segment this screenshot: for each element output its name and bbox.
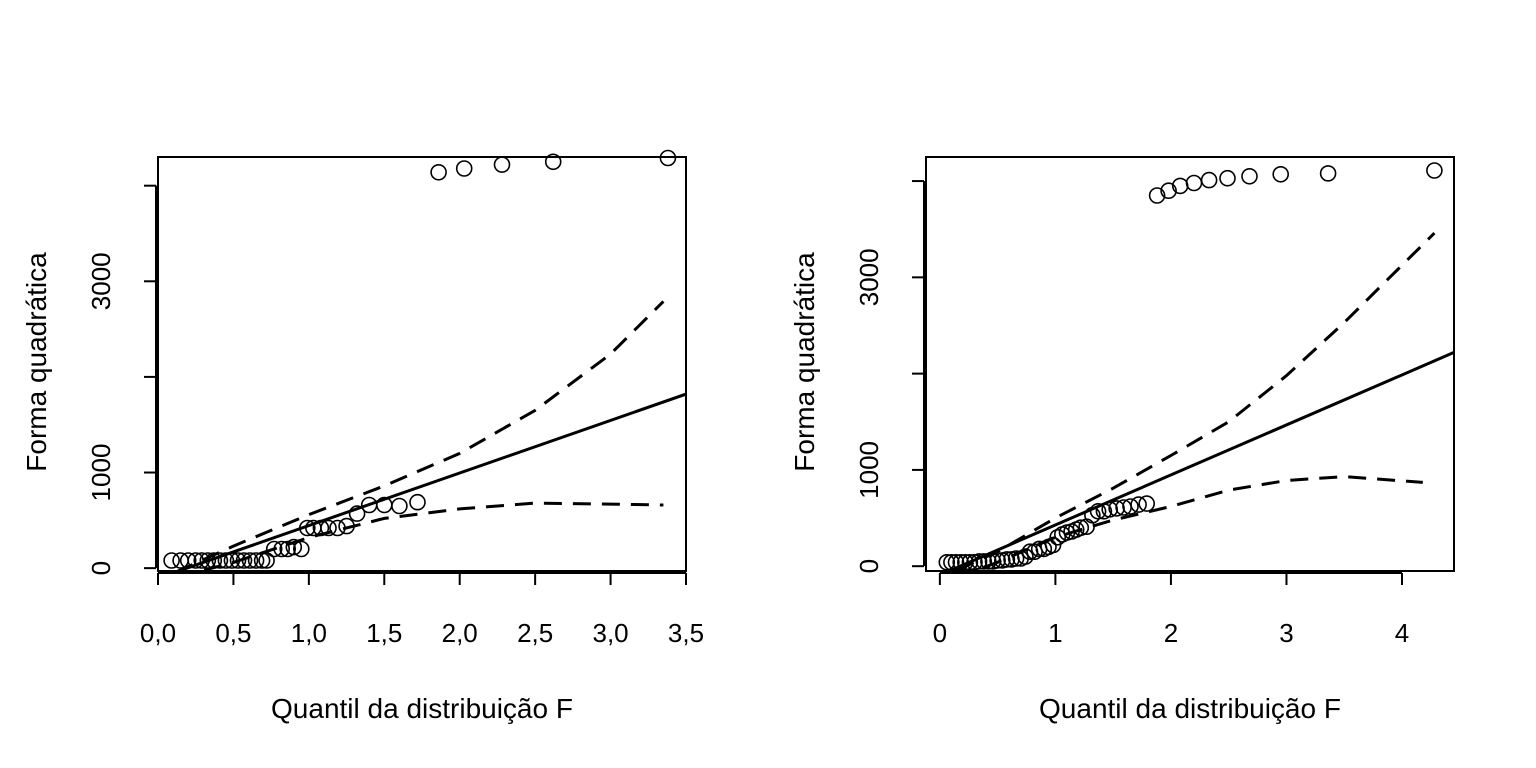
data-point — [1319, 165, 1337, 182]
data-point — [211, 552, 229, 569]
data-point — [1160, 182, 1177, 199]
data-point — [241, 552, 259, 569]
data-point — [956, 553, 974, 571]
data-point — [348, 505, 366, 522]
data-point — [320, 519, 337, 537]
data-point — [952, 553, 970, 571]
data-point — [1148, 187, 1166, 204]
data-point — [1007, 550, 1025, 567]
x-tick-label: 0,5 — [215, 618, 251, 648]
data-point — [217, 552, 235, 569]
data-point — [938, 553, 956, 571]
x-tick-label: 1,5 — [366, 618, 402, 648]
data-point — [258, 552, 275, 569]
y-tick-label: 3000 — [854, 248, 884, 306]
data-point — [312, 519, 330, 537]
y-axis-label: Forma quadrática — [21, 252, 52, 472]
x-tick-label: 2 — [1164, 618, 1178, 648]
data-point — [943, 553, 960, 571]
x-tick-label: 0 — [933, 618, 947, 648]
data-point — [430, 164, 447, 181]
data-point — [229, 552, 247, 569]
data-point — [1138, 495, 1155, 512]
data-point — [493, 156, 511, 173]
right-qq-plot: 0 1 2 3 4 0 1000 3000 Quantil da distribuição F F… — [789, 156, 1455, 724]
data-point — [265, 540, 283, 558]
plot-frame — [925, 156, 1455, 572]
data-point — [1049, 528, 1066, 546]
data-point — [980, 553, 997, 570]
x-tick-label: 0,0 — [140, 618, 176, 648]
data-point — [998, 551, 1016, 568]
y-tick-label: 1000 — [86, 444, 116, 502]
data-point — [1200, 171, 1218, 189]
x-axis-label: Quantil da distribuição F — [271, 693, 573, 724]
x-axis-label: Quantil da distribuição F — [1039, 693, 1341, 724]
data-point — [975, 553, 993, 570]
data-point — [1241, 168, 1258, 185]
data-point — [1017, 548, 1034, 565]
data-point — [163, 552, 180, 569]
x-tick-label: 2,0 — [442, 618, 478, 648]
y-tick-label: 0 — [854, 559, 884, 573]
data-point — [193, 552, 210, 569]
data-point — [961, 553, 979, 571]
data-point — [223, 552, 241, 569]
data-point — [205, 552, 223, 569]
x-tick-label: 1 — [1048, 618, 1062, 648]
data-point — [1426, 162, 1443, 179]
data-point — [235, 552, 253, 569]
plot-frame — [157, 156, 687, 572]
data-point — [659, 149, 677, 167]
data-point — [1089, 502, 1107, 520]
data-point — [544, 153, 562, 171]
upper-envelope-line — [956, 232, 1436, 571]
data-point — [1122, 498, 1139, 515]
data-point — [285, 538, 303, 556]
y-tick-label: 1000 — [854, 441, 884, 499]
data-point — [1101, 501, 1118, 518]
data-point — [1272, 166, 1289, 183]
data-point — [391, 497, 408, 515]
upper-envelope-line — [175, 300, 665, 571]
y-axis-label: Forma quadrática — [789, 252, 820, 472]
data-point — [199, 552, 217, 569]
fitted-line — [950, 351, 1454, 571]
data-point — [989, 552, 1006, 569]
left-qq-plot: 0,0 0,5 1,0 1,5 2,0 2,5 3,0 3,5 0 1000 3000 Quantil… — [21, 149, 704, 724]
data-point — [187, 552, 204, 569]
data-point — [1108, 500, 1125, 517]
data-point — [1130, 496, 1147, 513]
data-point — [292, 540, 310, 558]
x-tick-label: 3,5 — [668, 618, 704, 648]
data-point — [1219, 169, 1236, 187]
x-tick-label: 2,5 — [517, 618, 553, 648]
x-tick-label: 1,0 — [291, 618, 327, 648]
fitted-line — [173, 392, 686, 571]
data-point — [1072, 519, 1090, 537]
data-point — [273, 540, 291, 558]
x-tick-label: 4 — [1395, 618, 1409, 648]
data-point — [947, 553, 965, 571]
y-tick-label: 3000 — [86, 252, 116, 310]
data-point — [247, 552, 265, 569]
data-point — [970, 553, 988, 570]
data-point — [455, 160, 473, 177]
data-point — [179, 552, 197, 569]
y-tick-label: 0 — [86, 561, 116, 575]
data-point — [409, 493, 426, 511]
data-point — [329, 519, 346, 537]
data-point — [298, 519, 316, 537]
data-point — [253, 552, 271, 569]
x-tick-label: 3,0 — [592, 618, 628, 648]
data-point — [1185, 174, 1203, 192]
data-point — [338, 517, 355, 535]
x-tick-label: 3 — [1279, 618, 1293, 648]
